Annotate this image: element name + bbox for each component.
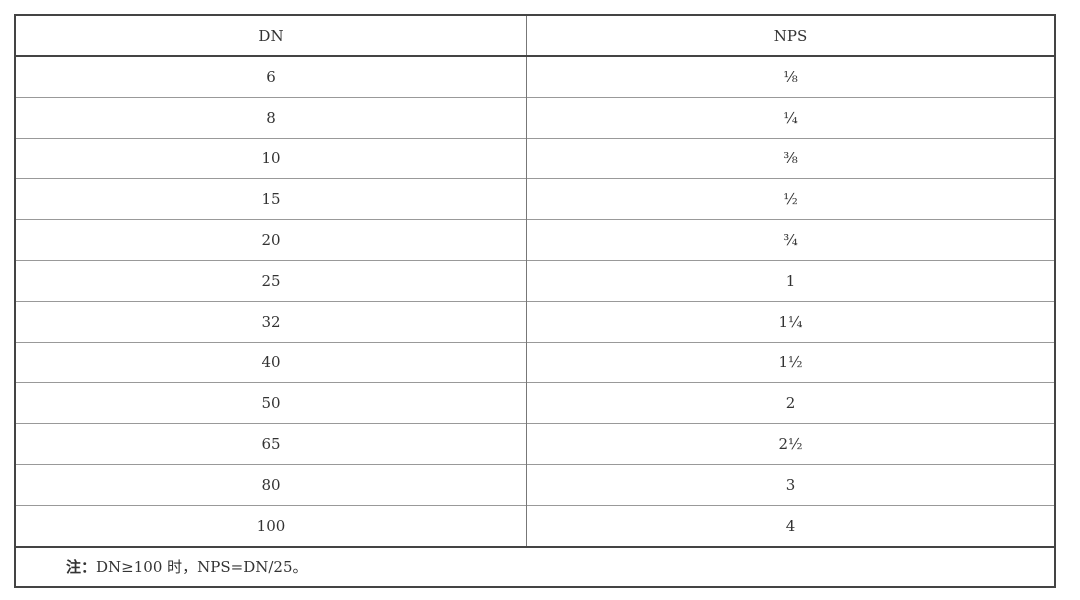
dn-cell: 15 — [15, 178, 527, 220]
dn-cell: 10 — [15, 137, 527, 179]
dn-cell: 40 — [15, 341, 527, 383]
table-row: 65 2½ — [15, 423, 1055, 465]
nps-cell: 1¼ — [526, 300, 1055, 343]
nps-cell: 1 — [526, 259, 1055, 302]
nps-cell: ¾ — [526, 219, 1055, 261]
dn-cell: 100 — [15, 504, 527, 547]
note-cell: 注：DN≥100 时，NPS=DN/25。 — [15, 545, 1055, 587]
table-row: 10 ⅜ — [15, 137, 1055, 179]
note-label: 注： — [66, 558, 97, 577]
dn-cell: 50 — [15, 382, 527, 424]
table-row: 50 2 — [15, 382, 1055, 424]
dn-cell: 6 — [15, 55, 527, 98]
nps-cell: ⅜ — [526, 137, 1055, 179]
dn-cell: 25 — [15, 259, 527, 302]
nps-cell: 4 — [526, 504, 1055, 547]
header-row: DN NPS — [15, 15, 1055, 57]
dn-cell: 20 — [15, 219, 527, 261]
header-nps: NPS — [526, 15, 1055, 57]
nps-cell: 2 — [526, 382, 1055, 424]
table-row: 25 1 — [15, 259, 1055, 302]
dn-nps-table: DN NPS 6 ⅛ 8 ¼ 10 ⅜ 15 ½ 20 ¾ 25 1 32 1¼ 40 1½ 50 2 65 2½ 80… — [14, 14, 1056, 588]
nps-cell: ⅛ — [526, 55, 1055, 98]
nps-cell: ½ — [526, 178, 1055, 220]
table-row: 40 1½ — [15, 341, 1055, 383]
table-row: 100 4 — [15, 504, 1055, 547]
dn-cell: 80 — [15, 463, 527, 506]
note-text: DN≥100 时，NPS=DN/25。 — [96, 558, 308, 577]
note-row: 注：DN≥100 时，NPS=DN/25。 — [15, 545, 1055, 587]
dn-cell: 32 — [15, 300, 527, 343]
table-row: 20 ¾ — [15, 219, 1055, 261]
nps-cell: 3 — [526, 463, 1055, 506]
dn-cell: 65 — [15, 423, 527, 465]
table-row: 15 ½ — [15, 178, 1055, 220]
nps-cell: 2½ — [526, 423, 1055, 465]
nps-cell: 1½ — [526, 341, 1055, 383]
header-dn: DN — [15, 15, 527, 57]
dn-cell: 8 — [15, 96, 527, 139]
table-row: 80 3 — [15, 463, 1055, 506]
table-row: 32 1¼ — [15, 300, 1055, 343]
nps-cell: ¼ — [526, 96, 1055, 139]
